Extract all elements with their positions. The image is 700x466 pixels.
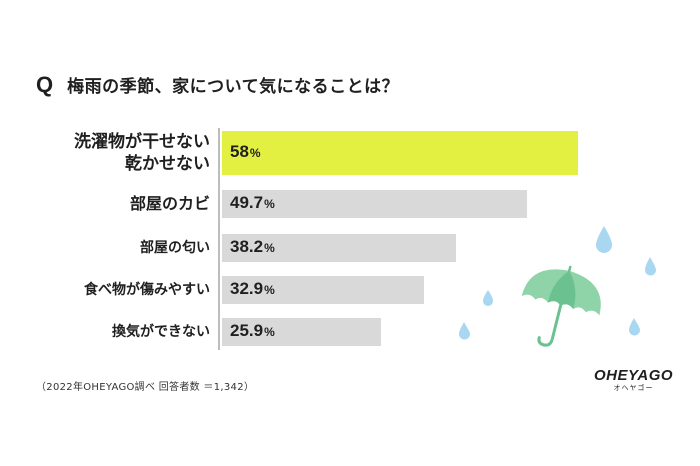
question-mark: Q (36, 72, 54, 97)
question-text: 梅雨の季節、家について気になることは？ (67, 77, 400, 97)
value-number: 49.7 (230, 193, 264, 212)
brand-subtitle: オヘヤゴー (613, 384, 654, 392)
value-unit: % (264, 197, 275, 211)
category-label: 洗濯物が干せない 乾かせない (74, 131, 210, 175)
category-label-line: 部屋のカビ (129, 194, 210, 213)
category-label-line: 乾かせない (125, 154, 210, 174)
brand-name: OHEYAGO (594, 367, 674, 384)
bar-4 (222, 276, 424, 304)
category-label: 部屋のカビ (130, 195, 210, 213)
category-label: 食べ物が傷みやすい (84, 281, 210, 299)
value-number: 25.9 (230, 321, 264, 340)
bar-5 (222, 318, 381, 346)
category-label-line: 換気ができない (112, 324, 210, 340)
category-label-line: 洗濯物が干せない (74, 132, 210, 152)
value-number: 58 (230, 142, 249, 161)
bar-value-label: 38.2% (230, 237, 275, 257)
category-label-line: 食べ物が傷みやすい (84, 282, 210, 298)
axis-line (218, 128, 220, 350)
value-number: 32.9 (230, 279, 264, 298)
value-unit: % (264, 283, 275, 297)
bar-value-label: 58% (230, 142, 261, 162)
brand-logo: OHEYAGO オヘヤゴー (594, 367, 673, 393)
bar-3 (222, 234, 456, 262)
bar-1 (222, 131, 578, 175)
bar-value-label: 25.9% (230, 321, 275, 341)
category-label: 部屋の匂い (140, 239, 210, 257)
question-heading: Q 梅雨の季節、家について気になることは？ (36, 72, 399, 98)
bar-value-label: 49.7% (230, 193, 275, 213)
value-unit: % (264, 325, 275, 339)
bar-value-label: 32.9% (230, 279, 275, 299)
value-unit: % (264, 241, 275, 255)
bar-2 (222, 190, 527, 218)
value-number: 38.2 (230, 237, 264, 256)
value-unit: % (249, 146, 261, 160)
survey-footnote: （2022年OHEYAGO調べ 回答者数 ＝1,342） (36, 382, 255, 393)
category-label: 換気ができない (112, 323, 210, 341)
category-label-line: 部屋の匂い (140, 240, 210, 256)
